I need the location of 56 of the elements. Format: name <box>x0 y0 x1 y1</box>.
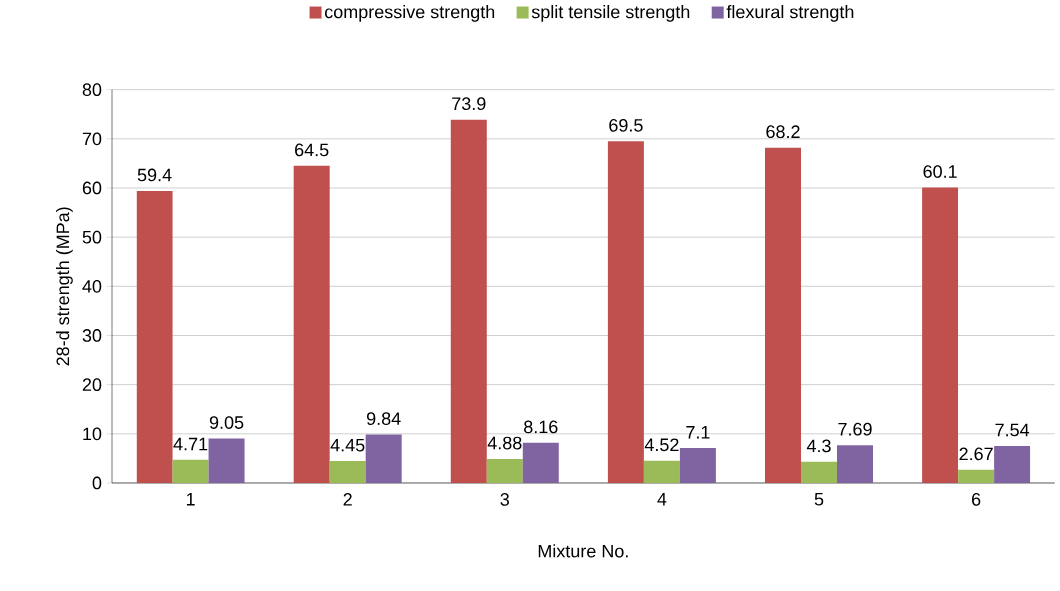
x-tick-label: 4 <box>657 493 667 506</box>
x-tick-label: 2 <box>343 493 352 506</box>
bar <box>837 445 873 483</box>
bar <box>679 448 716 483</box>
bar <box>208 438 245 483</box>
data-label: 4.45 <box>330 438 365 452</box>
x-tick-label: 5 <box>814 493 824 506</box>
data-label: 73.9 <box>452 97 486 111</box>
bar <box>329 461 366 483</box>
legend-label: split tensile strength <box>531 5 690 22</box>
legend-label: flexural strength <box>726 5 854 22</box>
y-tick-label: 30 <box>82 329 102 342</box>
x-tick-label: 3 <box>500 493 509 506</box>
data-label: 9.84 <box>366 412 401 425</box>
data-label: 4.88 <box>487 436 522 450</box>
y-tick-label: 70 <box>82 132 102 146</box>
bar <box>994 445 1031 483</box>
bar <box>365 434 402 483</box>
y-tick-label: 80 <box>82 83 102 97</box>
y-axis-title: 28-d strength (MPa) <box>56 207 73 366</box>
bar <box>486 458 523 483</box>
data-label: 2.67 <box>959 447 993 461</box>
y-tick-label: 50 <box>82 230 102 244</box>
data-label: 7.1 <box>686 426 710 439</box>
y-tick-label: 10 <box>83 427 102 441</box>
bar <box>643 460 680 483</box>
bar <box>450 119 487 483</box>
y-tick-label: 60 <box>82 181 102 195</box>
y-tick-label: 20 <box>82 378 102 392</box>
legend-label: compressive strength <box>325 5 495 22</box>
bar <box>765 147 801 483</box>
data-label: 8.16 <box>524 420 558 434</box>
bar <box>172 459 209 483</box>
data-label: 7.54 <box>995 423 1030 437</box>
bar <box>922 187 959 483</box>
bar <box>801 461 837 483</box>
y-tick-label: 40 <box>82 279 102 293</box>
data-label: 59.4 <box>137 168 172 182</box>
bar <box>958 469 995 483</box>
bar <box>293 165 330 483</box>
x-tick-label: 1 <box>186 493 195 506</box>
data-label: 68.2 <box>766 125 800 139</box>
bar <box>136 190 173 483</box>
data-label: 7.69 <box>838 422 872 436</box>
data-label: 9.05 <box>209 416 244 429</box>
data-label: 4.71 <box>173 437 208 451</box>
y-tick-label: 0 <box>92 476 102 490</box>
data-label: 64.5 <box>295 143 329 157</box>
x-axis-title: Mixture No. <box>538 544 628 558</box>
x-tick-label: 6 <box>972 493 981 506</box>
data-label: 4.52 <box>644 438 679 452</box>
data-label: 60.1 <box>923 165 957 178</box>
data-label: 4.3 <box>806 439 831 453</box>
data-label: 69.5 <box>609 118 643 132</box>
bar <box>522 442 559 483</box>
bar <box>607 141 644 483</box>
